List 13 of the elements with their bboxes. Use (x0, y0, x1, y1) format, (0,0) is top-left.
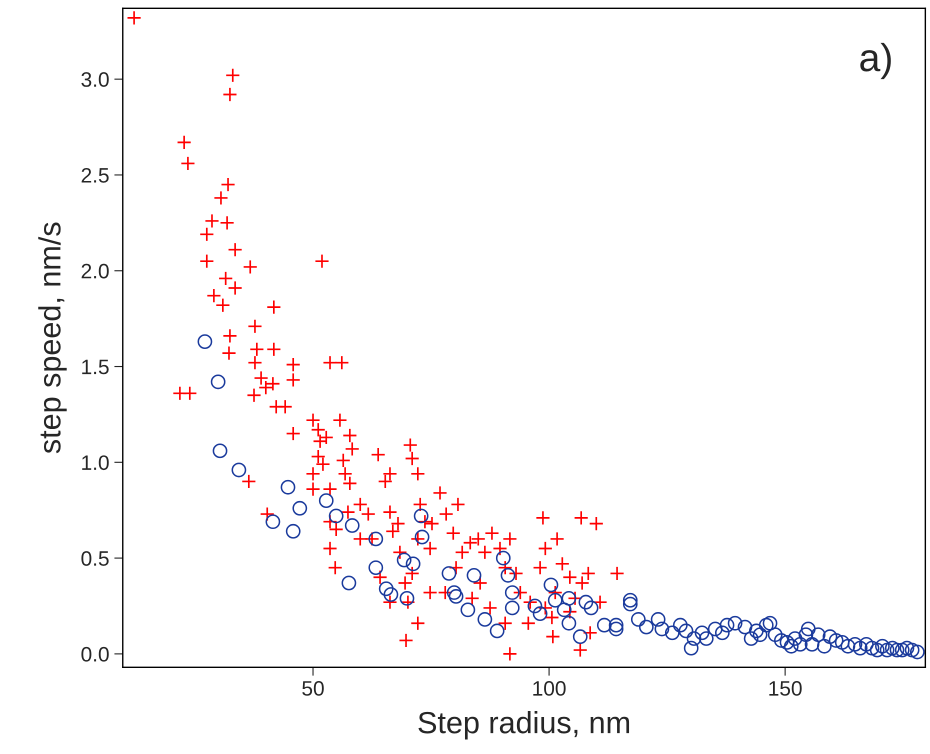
x-tick-label: 150 (769, 681, 802, 696)
y-tick-label: 1.5 (82, 360, 109, 374)
annotation: a) (860, 42, 891, 80)
y-tick-label: 2.0 (82, 264, 109, 278)
y-tick-label: 0.0 (81, 646, 109, 662)
x-axis-title: Step radius, nm (418, 711, 630, 740)
y-tick-label: 3.0 (81, 72, 109, 87)
y-axis-title: step speed, nm/s (38, 222, 67, 454)
y-tick-label: 0.5 (81, 551, 109, 566)
x-tick-label: 100 (533, 681, 566, 696)
x-tick-label: 50 (302, 681, 324, 696)
y-tick-label: 2.5 (82, 168, 109, 183)
y-tick-label: 1.0 (82, 455, 109, 470)
